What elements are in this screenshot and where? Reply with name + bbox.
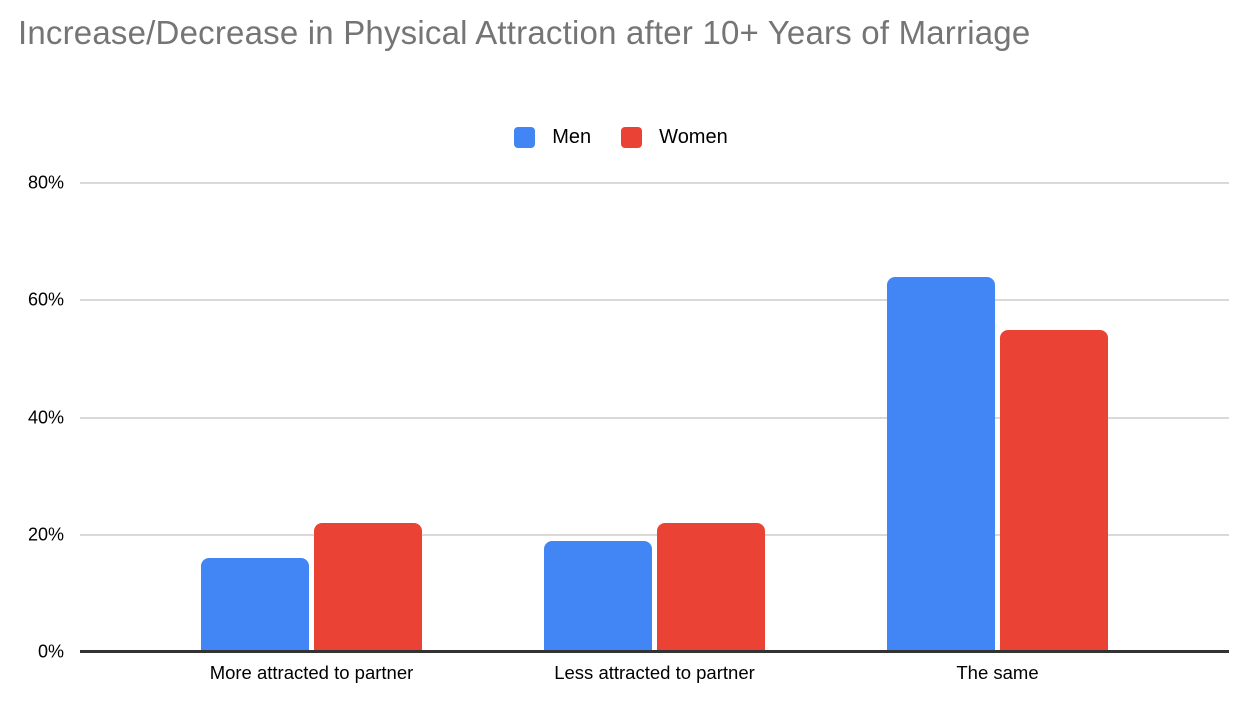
bar-men-1[interactable]	[201, 558, 309, 652]
y-tick-label: 80%	[27, 172, 64, 193]
y-axis: 0% 20% 40% 60% 80%	[0, 173, 70, 662]
x-axis-labels: More attracted to partner Less attracted …	[80, 662, 1229, 684]
category-label-2: Less attracted to partner	[554, 662, 755, 683]
plot-area	[80, 182, 1229, 653]
category-label-3: The same	[956, 662, 1039, 683]
y-tick-label: 40%	[27, 407, 64, 427]
x-axis-baseline	[80, 650, 1229, 653]
category-label-1: More attracted to partner	[209, 662, 414, 683]
gridline	[80, 299, 1229, 302]
legend-label-men: Men	[552, 125, 592, 148]
bar-group-3	[826, 183, 1169, 652]
y-tick-label: 60%	[27, 289, 64, 310]
gridline	[80, 416, 1229, 419]
legend-item-women[interactable]: Women	[621, 126, 728, 149]
legend: Men Women	[0, 124, 1242, 150]
bar-women-1[interactable]	[314, 523, 422, 652]
gridline	[80, 533, 1229, 536]
legend-swatch-men	[514, 126, 536, 148]
legend-item-men[interactable]: Men	[514, 126, 591, 149]
bar-group-2	[483, 183, 826, 652]
bar-women-3[interactable]	[1000, 329, 1108, 652]
y-tick-label: 20%	[27, 524, 64, 545]
bar-men-3[interactable]	[887, 276, 995, 652]
chart-title: Increase/Decrease in Physical Attraction…	[18, 14, 1031, 51]
bar-women-2[interactable]	[657, 523, 765, 652]
legend-label-women: Women	[659, 125, 728, 148]
gridline	[80, 182, 1229, 184]
legend-swatch-women	[621, 126, 643, 148]
bar-group-1	[140, 183, 483, 652]
y-tick-label: 0%	[37, 641, 64, 662]
bar-men-2[interactable]	[544, 540, 652, 652]
